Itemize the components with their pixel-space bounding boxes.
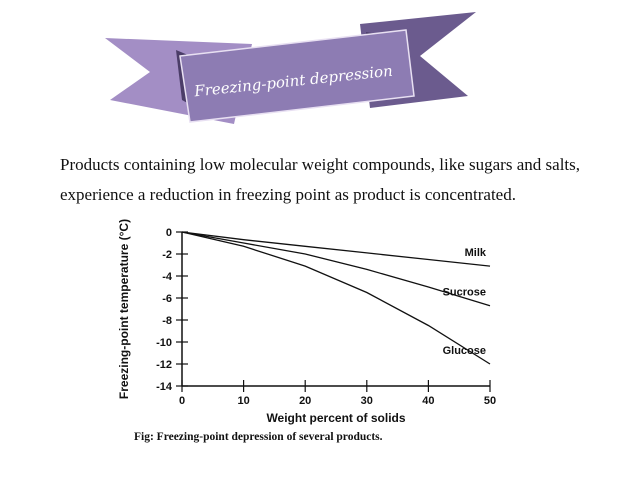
- series-label-glucose: Glucose: [443, 345, 486, 357]
- series-label-sucrose: Sucrose: [443, 287, 486, 299]
- x-tick-label: 50: [484, 395, 496, 407]
- x-axis-title: Weight percent of solids: [266, 411, 405, 425]
- series-line-glucose: [181, 231, 491, 365]
- y-tick-label: 0: [166, 227, 172, 239]
- y-tick-label: -14: [156, 381, 173, 393]
- y-tick-label: -6: [162, 293, 172, 305]
- banner-ribbon: Freezing-point depression: [105, 12, 476, 124]
- y-tick-label: -2: [162, 249, 172, 261]
- x-tick-label: 20: [299, 395, 311, 407]
- y-tick-label: -12: [156, 359, 172, 371]
- x-tick-label: 10: [237, 395, 249, 407]
- x-tick-label: 0: [179, 395, 185, 407]
- body-paragraph: Products containing low molecular weight…: [60, 155, 580, 204]
- x-tick-label: 40: [422, 395, 434, 407]
- y-axis-title: Freezing-point temperature (°C): [117, 219, 131, 399]
- figure-caption: Fig: Freezing-point depression of severa…: [134, 431, 383, 443]
- y-tick-label: -4: [162, 271, 173, 283]
- series-line-sucrose: [181, 231, 491, 307]
- series-label-milk: Milk: [465, 247, 487, 259]
- banner-center-panel: [179, 29, 415, 123]
- x-tick-label: 30: [361, 395, 373, 407]
- series-line-milk: [181, 231, 491, 267]
- y-tick-label: -10: [156, 337, 172, 349]
- y-tick-label: -8: [162, 315, 172, 327]
